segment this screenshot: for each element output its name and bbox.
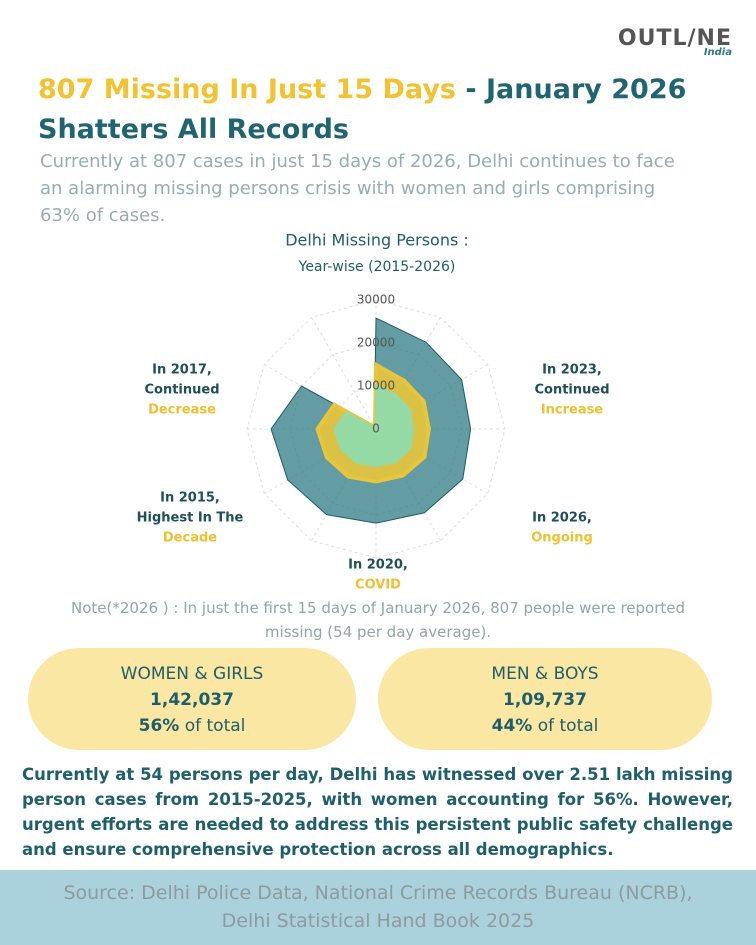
stat-card: MEN & BOYS 1,09,737 44% of total (378, 648, 712, 750)
annotation-line: In 2023, (542, 363, 602, 378)
annotation-highlight: Increase (541, 403, 604, 418)
logo: OUTL/NE India (618, 26, 732, 58)
note: Note(*2026 ) : In just the first 15 days… (70, 599, 686, 641)
series-area (333, 383, 414, 467)
stat-count: 1,09,737 (503, 690, 587, 710)
stat-card: WOMEN & GIRLS 1,42,037 56% of total (28, 648, 356, 750)
annotation-highlight: Decrease (148, 403, 216, 418)
stat-suffix: of total (184, 716, 246, 736)
chart: Delhi Missing Persons : Year-wise (2015-… (137, 231, 610, 593)
title-rest: - January 2026 (465, 74, 687, 105)
annotation-line: In 2015, (160, 491, 220, 506)
logo-name: OUTL/NE (617, 26, 732, 51)
stat-label: MEN & BOYS (491, 664, 599, 684)
chart-subtitle: Year-wise (2015-2026) (298, 259, 456, 275)
annotation-line: In 2020, (348, 558, 408, 573)
r-tick-label: 20000 (357, 336, 395, 350)
stat-suffix: of total (537, 716, 599, 736)
logo-sub: India (703, 47, 732, 58)
title: 807 Missing In Just 15 Days - January 20… (38, 70, 728, 150)
chart-title: Delhi Missing Persons : (285, 231, 469, 250)
r-tick-label: 10000 (357, 379, 395, 393)
source-bar: Source: Delhi Police Data, National Crim… (0, 870, 756, 945)
source: Source: Delhi Police Data, National Crim… (63, 882, 693, 932)
stat-count: 1,42,037 (150, 690, 234, 710)
annotation-line: Highest In The (137, 511, 244, 526)
annotation-line: In 2026, (532, 511, 592, 526)
stat-share: 44% (491, 716, 533, 736)
annotation-highlight: Ongoing (531, 531, 593, 546)
annotation-line: In 2017, (152, 363, 212, 378)
r-tick-label: 0 (372, 422, 380, 436)
title-line2: Shatters All Records (38, 114, 349, 145)
annotation-line: Continued (534, 383, 609, 398)
series-area (270, 317, 472, 524)
r-tick-label: 30000 (357, 293, 395, 307)
stat-label: WOMEN & GIRLS (120, 664, 264, 684)
title-highlight: 807 Missing In Just 15 Days (38, 74, 456, 105)
annotation-highlight: Decade (163, 531, 217, 546)
subtitle: Currently at 807 cases in just 15 days o… (40, 151, 675, 226)
stat-share: 56% (138, 716, 180, 736)
summary: Currently at 54 persons per day, Delhi h… (22, 765, 733, 859)
annotation-highlight: COVID (355, 578, 401, 593)
annotation-line: Continued (144, 383, 219, 398)
